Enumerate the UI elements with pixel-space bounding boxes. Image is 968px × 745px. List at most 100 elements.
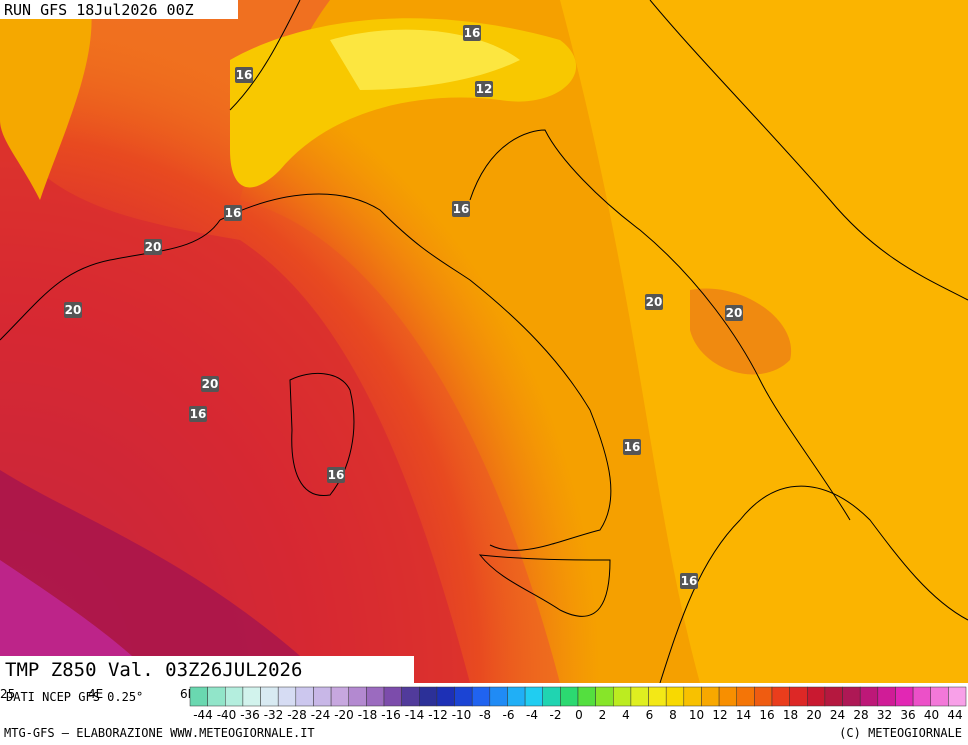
contour-label-box [224, 205, 242, 221]
colorbar-label: 28 [853, 708, 868, 722]
colorbar-swatch [648, 686, 667, 707]
source-label: DATI NCEP GFS 0.25° [6, 690, 143, 704]
colorbar-label: 10 [689, 708, 704, 722]
colorbar-swatch [807, 686, 826, 707]
colorbar-label: 12 [712, 708, 727, 722]
contour-label-box [201, 376, 219, 392]
zone-albania [690, 288, 792, 375]
zone-magenta [0, 560, 160, 683]
colorbar-label: -8 [479, 708, 491, 722]
colorbar-swatch [225, 686, 244, 707]
contour-label-box [725, 305, 743, 321]
colorbar-swatch [277, 686, 297, 707]
colorbar-swatch [295, 686, 314, 707]
contour-label: 20 [202, 377, 219, 391]
colorbar-label: 40 [924, 708, 939, 722]
colorbar-label: 16 [759, 708, 774, 722]
colorbar-swatch [436, 686, 455, 707]
colorbar-swatch [789, 686, 808, 707]
colorbar-swatch [595, 686, 614, 707]
colorbar-swatch [718, 686, 737, 707]
colorbar-swatch [613, 686, 632, 707]
colorbar-swatch [877, 686, 896, 707]
colorbar-label: 0 [575, 708, 583, 722]
contour-label: 20 [726, 306, 743, 320]
coastlines [0, 0, 968, 684]
colorbar-swatch [771, 686, 790, 707]
colorbar-label: 8 [669, 708, 677, 722]
field-label: TMP Z850 Val. 03Z26JUL2026 [5, 659, 302, 681]
contour-label: 16 [236, 68, 253, 82]
colorbar-label: -24 [311, 708, 331, 722]
colorbar-label: 36 [900, 708, 915, 722]
colorbar-label: 32 [877, 708, 892, 722]
contour-label-box [475, 81, 493, 97]
colorbar-label: -28 [287, 708, 307, 722]
colorbar-swatch [507, 686, 526, 707]
colorbar-label: -32 [264, 708, 284, 722]
colorbar-label: 2 [599, 708, 607, 722]
colorbar-label: -36 [240, 708, 260, 722]
colorbar-label: -40 [217, 708, 237, 722]
contour-label: 20 [145, 240, 162, 254]
colorbar-swatch [824, 686, 843, 707]
colorbar-swatch [313, 686, 332, 707]
colorbar-swatch [683, 686, 702, 707]
contour-labels: 16 16 12 16 16 20 20 20 20 20 16 16 16 16 [64, 25, 743, 589]
contour-label-box [235, 67, 253, 83]
colorbar-swatch [542, 686, 561, 707]
colorbar-swatch [665, 686, 685, 707]
colorbar: -44 -40 -36 -32 -28 -24 -20 -18 -16 -14 -12 -10 -8 -6… [189, 686, 967, 722]
colorbar-swatch [260, 686, 279, 707]
contour-label: 20 [646, 295, 663, 309]
contour-label-box [623, 439, 641, 455]
colorbar-swatch [948, 686, 967, 707]
contour-label: 16 [624, 440, 641, 454]
zone-nw [0, 0, 92, 200]
contour-label: 16 [328, 468, 345, 482]
contour-label-box [64, 302, 82, 318]
axis-fragment: 4E [88, 687, 103, 701]
contour-label: 20 [65, 303, 82, 317]
contour-label-box [645, 294, 663, 310]
colorbar-swatch [842, 686, 861, 707]
colorbar-label: 14 [736, 708, 751, 722]
colorbar-swatch [383, 686, 402, 707]
colorbar-swatch [454, 686, 473, 707]
contour-label: 16 [681, 574, 698, 588]
colorbar-label: 20 [806, 708, 821, 722]
colorbar-label: -44 [193, 708, 213, 722]
contour-label-box [680, 573, 698, 589]
zone-alps-cold [330, 29, 520, 90]
credit: MTG-GFS — ELABORAZIONE WWW.METEOGIORNALE… [4, 726, 315, 740]
colorbar-swatch [401, 686, 420, 707]
field-box [0, 656, 414, 683]
colorbar-swatch [489, 686, 508, 707]
contour-label: 16 [464, 26, 481, 40]
colorbar-swatch [577, 686, 596, 707]
colorbar-swatch [330, 686, 349, 707]
contour-label-box [144, 239, 162, 255]
colorbar-label: 24 [830, 708, 845, 722]
colorbar-swatch [630, 686, 649, 707]
run-label: RUN GFS 18Jul2026 00Z [4, 1, 194, 19]
colorbar-label: 4 [622, 708, 630, 722]
colorbar-swatch [895, 686, 914, 707]
colorbar-swatch [736, 686, 755, 707]
colorbar-swatch [471, 686, 491, 707]
colorbar-label: -2 [550, 708, 562, 722]
contour-label-box [463, 25, 481, 41]
colorbar-label: -6 [503, 708, 515, 722]
colorbar-swatch [242, 686, 261, 707]
colorbar-swatch [560, 686, 579, 707]
colorbar-label: 44 [947, 708, 962, 722]
copyright: (C) METEOGIORNALE [839, 726, 962, 740]
colorbar-swatch [348, 686, 367, 707]
colorbar-swatch [419, 686, 438, 707]
colorbar-swatch [930, 686, 949, 707]
colorbar-label: 6 [646, 708, 654, 722]
contour-label: 12 [476, 82, 493, 96]
